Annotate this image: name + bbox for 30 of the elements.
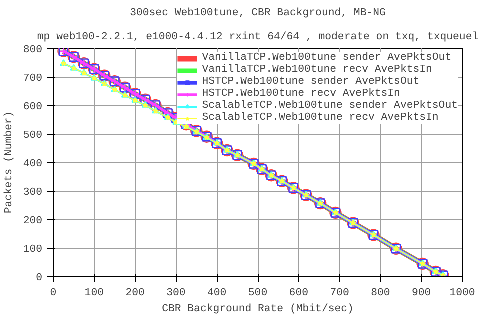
- x-tick-label: 200: [126, 288, 145, 300]
- x-tick-label: 100: [84, 288, 104, 300]
- y-tick-label: 300: [23, 187, 43, 199]
- y-tick-label: 700: [23, 73, 43, 85]
- legend-label: VanillaTCP.Web100tune recv AvePktsIn: [202, 64, 432, 76]
- y-tick-label: 400: [23, 158, 43, 170]
- legend-label: ScalableTCP.Web100tune recv AvePktsIn: [202, 112, 439, 124]
- x-tick-label: 300: [166, 288, 186, 300]
- y-tick-label: 800: [23, 44, 43, 56]
- y-tick-label: 0: [36, 272, 43, 284]
- legend-label: ScalableTCP.Web100tune sender AvePktsOut: [202, 100, 458, 112]
- y-tick-label: 500: [23, 130, 43, 142]
- y-tick-label: 600: [23, 102, 43, 114]
- legend-label: HSTCP.Web100tune sender AvePktsOut: [202, 76, 420, 88]
- x-tick-label: 800: [371, 288, 390, 300]
- y-axis-title: Packets (Number): [3, 111, 16, 214]
- y-tick-label: 100: [23, 244, 43, 256]
- x-tick-label: 600: [289, 288, 308, 300]
- legend-label: VanillaTCP.Web100tune sender AvePktsOut: [202, 52, 452, 64]
- chart-subtitle: mp web100-2.2.1, e1000-4.4.12 rxint 64/64 , moderate on txq, txqueuel: [37, 32, 479, 44]
- x-axis-title: CBR Background Rate (Mbit/sec): [162, 304, 354, 316]
- x-tick-label: 400: [208, 288, 227, 300]
- chart-title: 300sec Web100tune, CBR Background, MB-NG: [130, 8, 386, 20]
- x-tick-label: 900: [412, 288, 432, 300]
- y-tick-label: 200: [23, 216, 43, 228]
- legend-label: HSTCP.Web100tune recv AvePktsIn: [202, 88, 400, 100]
- x-tick-label: 1000: [450, 288, 476, 300]
- x-tick-label: 500: [248, 288, 268, 300]
- x-tick-label: 0: [50, 288, 57, 300]
- x-tick-label: 700: [330, 288, 350, 300]
